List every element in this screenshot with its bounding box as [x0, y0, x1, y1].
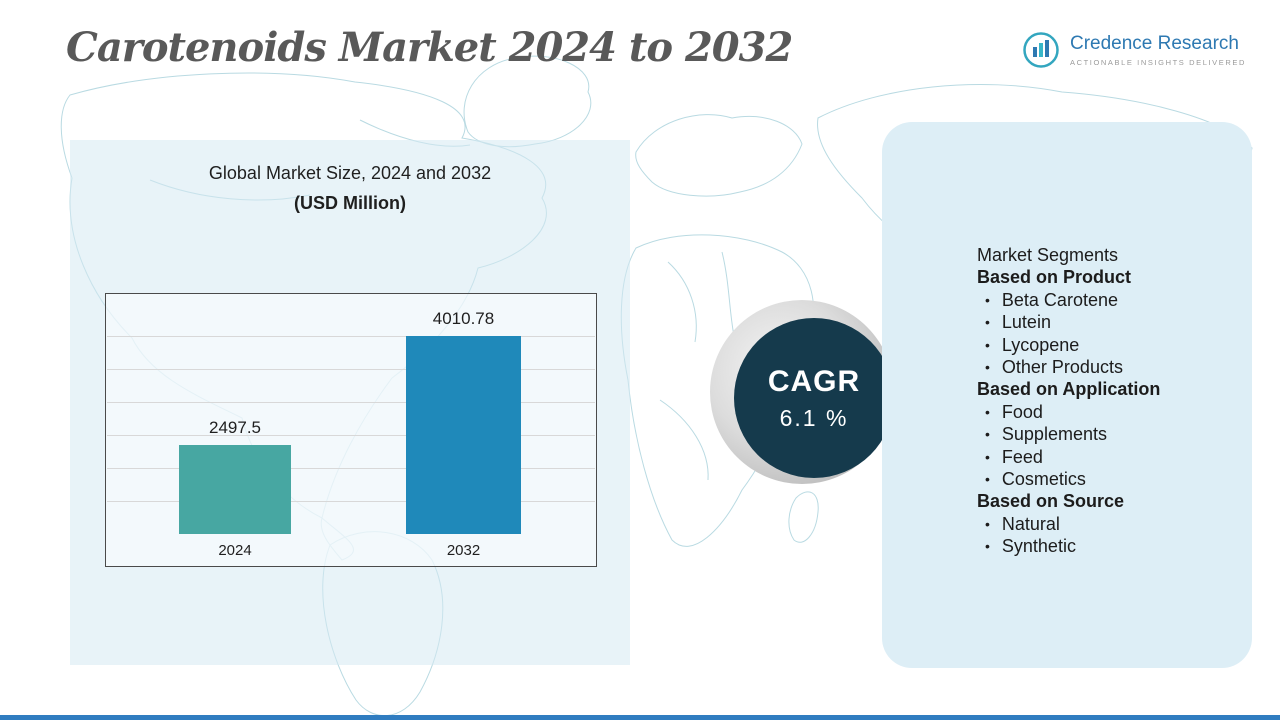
- bullet-icon: •: [985, 336, 990, 353]
- segment-item: • Supplements: [977, 423, 1222, 445]
- bar-value-label: 2497.5: [209, 418, 261, 437]
- page-title: Carotenoids Market 2024 to 2032: [66, 24, 793, 71]
- segment-item: • Cosmetics: [977, 468, 1222, 490]
- segment-group-label: Based on Application: [977, 379, 1161, 400]
- bar-category-label: 2024: [218, 542, 252, 559]
- bullet-icon: •: [985, 471, 990, 488]
- chart-title: Global Market Size, 2024 and 2032 (USD M…: [105, 158, 595, 218]
- bar-chart: 2497.5 4010.78 2024 2032: [105, 293, 597, 567]
- segment-item: • Other Products: [977, 356, 1222, 378]
- segment-item-label: Lutein: [1001, 312, 1051, 333]
- chart-title-line2: (USD Million): [294, 193, 406, 213]
- bullet-icon: •: [985, 426, 990, 443]
- segment-item-label: Supplements: [1001, 424, 1107, 445]
- bullet-icon: •: [985, 291, 990, 308]
- segment-item: • Lutein: [977, 311, 1222, 333]
- segment-item-label: Feed: [1001, 446, 1043, 467]
- cagr-value: 6.1 %: [779, 404, 849, 431]
- segment-item-label: Natural: [1001, 513, 1060, 534]
- bar-group: 4010.78: [406, 309, 521, 534]
- segment-item: • Natural: [977, 513, 1222, 535]
- logo-tagline: ACTIONABLE INSIGHTS DELIVERED: [1069, 58, 1246, 67]
- segment-item: • Beta Carotene: [977, 289, 1222, 311]
- segment-item-label: Food: [1001, 401, 1043, 422]
- bullet-icon: •: [985, 314, 990, 331]
- bullet-icon: •: [985, 538, 990, 555]
- segment-item: • Lycopene: [977, 334, 1222, 356]
- segments-heading: Market Segments: [977, 245, 1119, 265]
- bar-category-label: 2032: [446, 542, 481, 559]
- cagr-badge: CAGR 6.1 %: [710, 300, 905, 495]
- logo-chart-icon: [1023, 32, 1059, 68]
- segment-item-label: Synthetic: [1001, 536, 1076, 557]
- bullet-icon: •: [985, 515, 990, 532]
- bottom-accent-bar: [0, 715, 1280, 720]
- logo-text: Credence Research ACTIONABLE INSIGHTS DE…: [1070, 33, 1246, 67]
- segment-item: • Feed: [977, 446, 1222, 468]
- cagr-circle: CAGR 6.1 %: [734, 318, 894, 478]
- logo-name: Credence Research: [1069, 33, 1239, 54]
- segment-item-label: Beta Carotene: [1001, 289, 1118, 310]
- bar-value-label: 4010.78: [432, 309, 495, 328]
- bullet-icon: •: [985, 448, 990, 465]
- bar-2024: [179, 445, 291, 534]
- bullet-icon: •: [985, 359, 990, 376]
- cagr-label: CAGR: [767, 364, 861, 398]
- bullet-icon: •: [985, 403, 990, 420]
- logo: Credence Research ACTIONABLE INSIGHTS DE…: [1021, 30, 1246, 70]
- segment-group-label: Based on Source: [977, 491, 1125, 512]
- chart-title-line1: Global Market Size, 2024 and 2032: [208, 163, 492, 183]
- bar-group: 2497.5: [179, 418, 291, 534]
- segment-item-label: Cosmetics: [1001, 469, 1086, 490]
- segment-item: • Synthetic: [977, 535, 1222, 557]
- bar-2032: [406, 336, 521, 534]
- segment-group-label: Based on Product: [977, 267, 1132, 288]
- segments-panel: Market Segments Based on Product • Beta C…: [882, 122, 1252, 668]
- segment-item: • Food: [977, 401, 1222, 423]
- segment-item-label: Other Products: [1001, 357, 1123, 378]
- segment-item-label: Lycopene: [1001, 334, 1080, 355]
